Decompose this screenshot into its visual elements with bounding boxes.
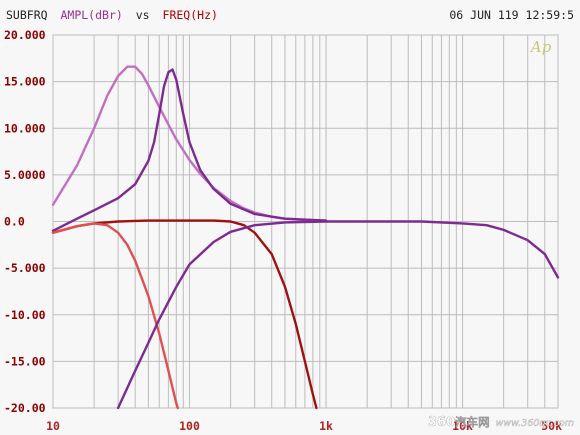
watermark-cn: 汽车网 [455, 415, 490, 429]
y-tick-label: 20.000 [4, 28, 46, 42]
x-tick-label: 100 [179, 419, 200, 433]
x-tick-label: 1k [319, 419, 333, 433]
watermark-url: www.360qc.com [496, 418, 574, 429]
series-line-2 [51, 68, 328, 233]
header-ampl-label: AMPL(dBr) [60, 8, 122, 22]
y-tick-label: -10.00 [4, 308, 46, 322]
series-line-5 [116, 220, 560, 410]
watermark: 360汽车网 www.360qc.com [428, 415, 574, 430]
y-tick-label: -15.00 [4, 354, 46, 368]
y-tick-label: 5.0000 [4, 168, 46, 182]
x-tick-label: 10 [46, 419, 60, 433]
header-vs-label: vs [136, 8, 150, 22]
series-line-4 [51, 222, 180, 410]
y-tick-label: 0.0 [4, 215, 25, 229]
x-axis-ticks: 10 100 1k 10k 50k [46, 419, 562, 433]
series-line-3 [51, 219, 318, 410]
x-tick-label: 10k [452, 419, 473, 433]
watermark-number: 360 [428, 415, 455, 430]
y-tick-label: -20.00 [4, 401, 46, 415]
y-tick-label: -5.000 [4, 261, 46, 275]
y-axis-ticks: 20.000 15.000 10.000 5.0000 0.0 -5.000 -10.00 -… [4, 28, 46, 415]
header-meter-label: SUBFRQ [6, 8, 48, 22]
header-timestamp: 06 JUN 119 12:59:5 [449, 8, 574, 22]
header-freq-label: FREQ(Hz) [163, 8, 218, 22]
x-tick-label: 50k [541, 419, 562, 433]
ap-logo: Ap [529, 38, 552, 56]
series-group [51, 65, 560, 410]
y-tick-label: 10.000 [4, 121, 46, 135]
y-tick-label: 15.000 [4, 75, 46, 89]
header-title: SUBFRQ AMPL(dBr) vs FREQ(Hz) [6, 8, 218, 22]
